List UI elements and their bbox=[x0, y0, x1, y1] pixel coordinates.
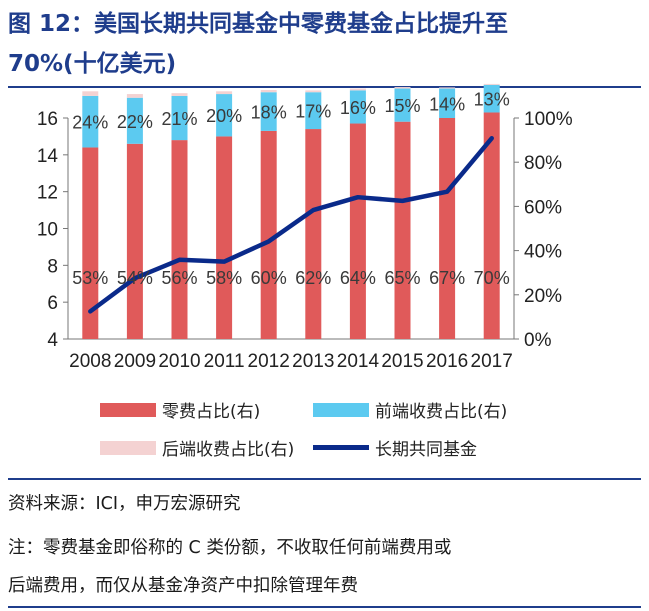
note-line-1: 注：零费基金即俗称的 C 类份额，不收取任何前端费用或 bbox=[8, 538, 452, 558]
label-zero-fee: 70% bbox=[474, 268, 510, 288]
x-tick-label: 2008 bbox=[69, 351, 111, 372]
x-tick-label: 2014 bbox=[337, 351, 380, 372]
x-tick-label: 2009 bbox=[114, 351, 156, 372]
legend-mutual-fund: 长期共同基金 bbox=[313, 435, 477, 460]
bar-back-end bbox=[82, 91, 99, 96]
bar-front-end bbox=[394, 88, 411, 122]
label-front-end: 22% bbox=[117, 112, 153, 132]
legend-front-end: 前端收费占比(右) bbox=[313, 397, 507, 422]
legend-label-front-end: 前端收费占比(右) bbox=[375, 402, 508, 422]
bar-front-end bbox=[260, 92, 277, 131]
x-tick-label: 2013 bbox=[292, 351, 334, 372]
title-line-1: 图 12：美国长期共同基金中零费基金占比提升至 bbox=[8, 11, 509, 37]
bar-zero-fee bbox=[394, 121, 411, 339]
bar-front-end bbox=[439, 88, 456, 118]
legend-swatch-front-end bbox=[313, 402, 369, 417]
y-right-tick-label: 40% bbox=[524, 242, 562, 263]
label-zero-fee: 56% bbox=[161, 268, 197, 288]
bar-front-end bbox=[82, 95, 99, 148]
bar-zero-fee bbox=[483, 112, 500, 339]
y-right-tick-label: 0% bbox=[524, 330, 552, 351]
y-right-tick-label: 80% bbox=[524, 153, 562, 174]
title-rule bbox=[8, 86, 641, 88]
y-left-tick-label: 14 bbox=[37, 146, 59, 167]
legend-label-mutual-fund: 长期共同基金 bbox=[375, 440, 477, 460]
label-front-end: 16% bbox=[340, 98, 376, 118]
legend-swatch-mutual-fund bbox=[313, 445, 369, 450]
bar-back-end bbox=[216, 91, 233, 95]
label-front-end: 24% bbox=[72, 113, 108, 133]
bar-front-end bbox=[216, 94, 233, 137]
label-front-end: 14% bbox=[429, 94, 465, 114]
bar-zero-fee bbox=[305, 129, 322, 339]
x-tick-label: 2015 bbox=[381, 351, 423, 372]
label-zero-fee: 65% bbox=[384, 268, 420, 288]
label-front-end: 17% bbox=[295, 102, 331, 122]
bar-zero-fee bbox=[260, 130, 277, 339]
y-right-tick-label: 100% bbox=[524, 109, 573, 130]
label-front-end: 18% bbox=[251, 103, 287, 123]
x-tick-label: 2017 bbox=[471, 351, 513, 372]
y-left-tick-label: 16 bbox=[37, 109, 58, 130]
bar-back-end bbox=[260, 90, 277, 93]
x-tick-label: 2011 bbox=[204, 351, 245, 372]
bar-zero-fee bbox=[439, 118, 456, 339]
bar-front-end bbox=[305, 92, 322, 130]
label-front-end: 13% bbox=[474, 90, 510, 110]
label-zero-fee: 60% bbox=[251, 268, 287, 288]
bar-zero-fee bbox=[171, 140, 188, 339]
bar-back-end bbox=[171, 93, 188, 96]
x-tick-label: 2016 bbox=[426, 351, 468, 372]
y-right-tick-label: 60% bbox=[524, 197, 562, 218]
label-front-end: 20% bbox=[206, 106, 242, 126]
label-zero-fee: 54% bbox=[117, 268, 153, 288]
legend-swatch-zero-fee bbox=[100, 402, 156, 417]
y-right-tick-label: 20% bbox=[524, 286, 562, 307]
legend-label-back-end: 后端收费占比(右) bbox=[162, 440, 295, 460]
bar-back-end bbox=[394, 87, 411, 89]
bar-back-end bbox=[439, 87, 456, 89]
y-left-tick-label: 12 bbox=[37, 183, 58, 204]
bar-zero-fee bbox=[349, 123, 366, 340]
label-zero-fee: 67% bbox=[429, 268, 465, 288]
source-rule bbox=[8, 478, 641, 480]
legend-back-end: 后端收费占比(右) bbox=[100, 435, 294, 460]
label-front-end: 21% bbox=[161, 109, 197, 129]
label-zero-fee: 58% bbox=[206, 268, 242, 288]
label-zero-fee: 53% bbox=[72, 268, 108, 288]
bar-back-end bbox=[305, 90, 322, 93]
label-zero-fee: 62% bbox=[295, 268, 331, 288]
y-left-tick-label: 10 bbox=[37, 220, 58, 241]
bar-zero-fee bbox=[82, 147, 99, 339]
bar-zero-fee bbox=[126, 143, 143, 339]
legend-swatch-back-end bbox=[100, 440, 156, 455]
x-tick-label: 2010 bbox=[158, 351, 200, 372]
bottom-rule bbox=[8, 606, 641, 608]
y-left-tick-label: 8 bbox=[47, 256, 58, 277]
bar-front-end bbox=[171, 95, 188, 141]
bar-back-end bbox=[126, 94, 143, 98]
source-text: 资料来源：ICI，申万宏源研究 bbox=[8, 494, 241, 514]
note-line-2: 后端费用，而仅从基金净资产中扣除管理年费 bbox=[8, 576, 358, 596]
bar-zero-fee bbox=[216, 136, 233, 339]
bar-back-end bbox=[483, 83, 500, 85]
title-line-2: 70%(十亿美元) bbox=[8, 51, 177, 77]
y-left-tick-label: 4 bbox=[47, 330, 58, 351]
label-front-end: 15% bbox=[384, 96, 420, 116]
figure-title: 图 12：美国长期共同基金中零费基金占比提升至 70%(十亿美元) bbox=[8, 4, 643, 84]
bar-back-end bbox=[349, 88, 366, 91]
bar-front-end bbox=[349, 90, 366, 124]
y-left-tick-label: 6 bbox=[47, 293, 58, 314]
legend-label-zero-fee: 零费占比(右) bbox=[162, 402, 261, 422]
label-zero-fee: 64% bbox=[340, 268, 376, 288]
x-tick-label: 2012 bbox=[248, 351, 290, 372]
line-mutual-fund bbox=[88, 136, 494, 314]
legend-zero-fee: 零费占比(右) bbox=[100, 397, 260, 422]
bar-front-end bbox=[483, 84, 500, 113]
bar-front-end bbox=[126, 97, 143, 144]
